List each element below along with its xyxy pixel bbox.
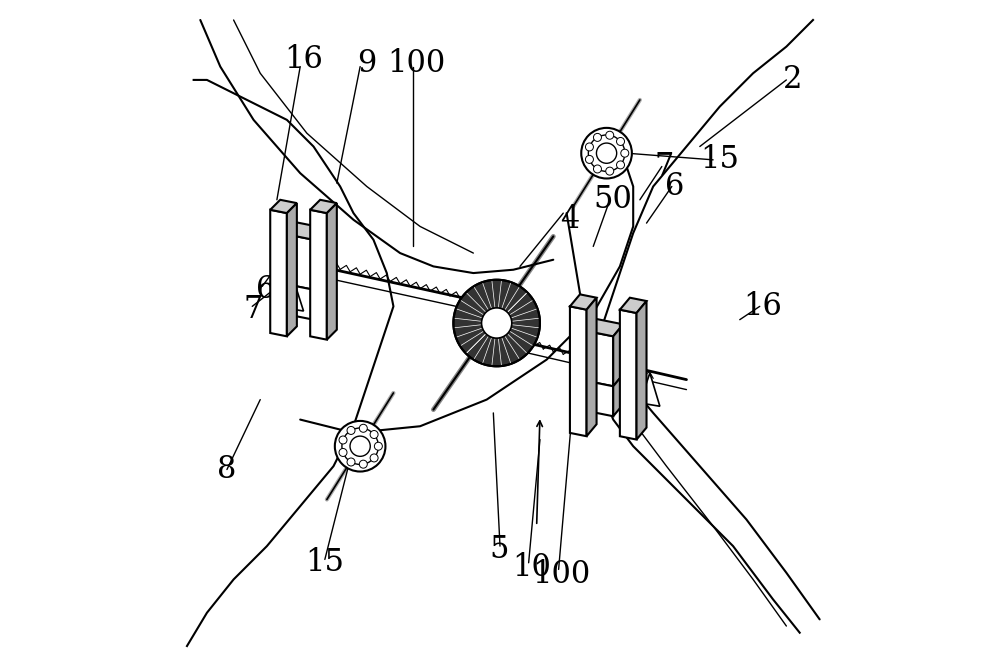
Circle shape — [593, 133, 601, 141]
Polygon shape — [280, 233, 314, 290]
Polygon shape — [310, 210, 327, 340]
Circle shape — [593, 165, 601, 173]
Polygon shape — [453, 280, 540, 366]
Polygon shape — [310, 200, 337, 213]
Text: 7: 7 — [244, 294, 263, 325]
Text: 100: 100 — [388, 48, 446, 79]
Polygon shape — [587, 298, 597, 436]
Circle shape — [342, 428, 378, 464]
Polygon shape — [570, 294, 597, 310]
Circle shape — [621, 149, 629, 157]
Text: 15: 15 — [305, 547, 344, 578]
Text: 6: 6 — [665, 171, 684, 202]
Polygon shape — [580, 380, 613, 416]
Circle shape — [585, 155, 593, 163]
Polygon shape — [620, 298, 647, 313]
Polygon shape — [613, 374, 623, 416]
Circle shape — [374, 442, 382, 450]
Circle shape — [359, 424, 367, 432]
Polygon shape — [570, 306, 587, 436]
Circle shape — [339, 448, 347, 456]
Text: 8: 8 — [217, 454, 237, 485]
Circle shape — [606, 131, 614, 139]
Circle shape — [347, 426, 355, 434]
Polygon shape — [287, 203, 297, 336]
Circle shape — [482, 308, 512, 338]
Text: 7: 7 — [654, 151, 674, 182]
Circle shape — [617, 161, 625, 169]
Polygon shape — [620, 310, 637, 440]
Polygon shape — [580, 318, 623, 336]
Text: 9: 9 — [357, 48, 376, 79]
Polygon shape — [270, 210, 287, 336]
Polygon shape — [270, 200, 297, 213]
Polygon shape — [314, 228, 324, 290]
Text: 16: 16 — [284, 45, 323, 75]
Text: 6: 6 — [256, 274, 275, 305]
Polygon shape — [637, 301, 647, 440]
Text: 10: 10 — [512, 552, 551, 583]
Polygon shape — [640, 373, 660, 406]
Circle shape — [350, 436, 370, 456]
Text: 16: 16 — [744, 291, 783, 322]
Circle shape — [347, 458, 355, 466]
Text: 15: 15 — [700, 145, 739, 175]
Polygon shape — [613, 324, 623, 386]
Circle shape — [335, 421, 385, 472]
Text: 4: 4 — [560, 204, 580, 235]
Polygon shape — [280, 283, 314, 320]
Polygon shape — [327, 203, 337, 340]
Polygon shape — [314, 278, 324, 320]
Circle shape — [596, 143, 617, 163]
Circle shape — [585, 143, 593, 151]
Polygon shape — [280, 221, 324, 240]
Circle shape — [339, 436, 347, 444]
Circle shape — [370, 454, 378, 462]
Circle shape — [617, 137, 625, 145]
Text: 100: 100 — [532, 559, 590, 589]
Polygon shape — [284, 280, 304, 311]
Text: 2: 2 — [783, 65, 803, 95]
Circle shape — [588, 135, 625, 171]
Circle shape — [606, 167, 614, 175]
Text: 5: 5 — [489, 534, 508, 565]
Text: 50: 50 — [594, 184, 633, 215]
Circle shape — [581, 128, 632, 178]
Polygon shape — [580, 330, 613, 386]
Circle shape — [359, 460, 367, 468]
Circle shape — [370, 430, 378, 438]
